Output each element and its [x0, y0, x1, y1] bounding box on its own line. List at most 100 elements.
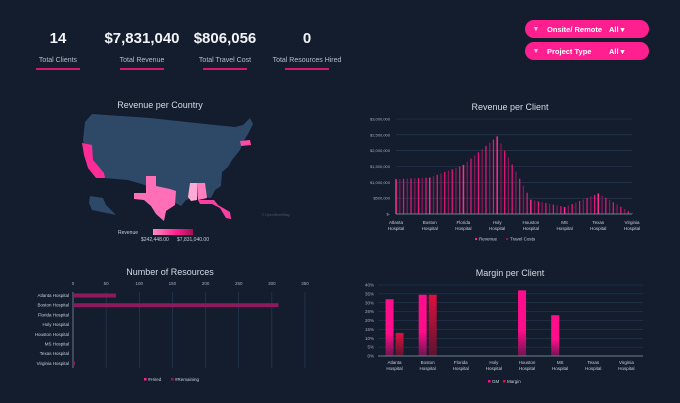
x-tick-label: Houston Hospital	[522, 220, 539, 231]
y-tick-label: 20%	[365, 318, 374, 323]
map-legend-gradient	[153, 229, 193, 235]
revenue-bar	[567, 205, 570, 214]
revenue-bar	[597, 193, 599, 214]
revenue-bar	[447, 170, 450, 214]
remaining-bar	[73, 361, 75, 366]
revenue-bar	[485, 145, 487, 214]
x-tick-label: 350	[301, 281, 309, 286]
revenue-bar	[526, 192, 528, 214]
y-tick-label: 10%	[365, 336, 374, 341]
x-tick-label: 0	[72, 281, 75, 286]
state-california	[82, 143, 105, 178]
x-tick-label: Atlanta Hospital	[388, 220, 404, 231]
filter-value-dropdown[interactable]: All ▾	[609, 24, 625, 34]
x-tick-label: 50	[104, 281, 110, 286]
revenue-bar	[489, 142, 491, 214]
revenue-bar	[627, 211, 629, 214]
revenue-bar	[582, 199, 585, 214]
state-mississippi	[188, 183, 197, 201]
revenue-bar	[432, 176, 435, 214]
y-tick-label: $-	[386, 212, 390, 217]
y-tick-label: Texas Hospital	[40, 351, 69, 356]
state-florida	[198, 200, 231, 219]
x-tick-label: Florida Hospital	[455, 220, 471, 231]
x-tick-label: 150	[169, 281, 177, 286]
revenue-chart-title: Revenue per Client	[471, 102, 549, 112]
x-tick-label: Texas Hospital	[585, 360, 601, 371]
margin-bar	[428, 294, 437, 356]
x-tick-label: 100	[136, 281, 144, 286]
revenue-bar	[406, 178, 408, 214]
x-tick-label: Virginia Hospital	[618, 360, 634, 371]
revenue-bar	[496, 136, 498, 214]
kpi-label: Total Resources Hired	[272, 57, 342, 64]
revenue-bar	[537, 201, 540, 214]
map-legend-min: $242,448.00	[141, 237, 169, 243]
y-tick-label: $500,000	[373, 196, 390, 201]
map-legend-label: Revenue	[118, 230, 138, 236]
legend-swatch-gm	[488, 380, 491, 383]
kpi-value: $7,831,040	[104, 30, 180, 47]
remaining-bar	[73, 303, 279, 308]
x-tick-label: 300	[268, 281, 276, 286]
filter-onsite-remote[interactable]: ▼ Onsite/ Remote All ▾	[525, 20, 649, 38]
kpi-value: $806,056	[193, 30, 257, 47]
legend-swatch-remaining	[171, 378, 174, 381]
revenue-bar	[556, 205, 558, 214]
state-massachusetts	[240, 140, 251, 146]
filter-value-dropdown[interactable]: All ▾	[609, 46, 625, 56]
gm-bar	[418, 294, 427, 356]
legend-swatch-revenue	[475, 238, 477, 240]
revenue-bar	[421, 177, 423, 214]
revenue-bar	[545, 202, 547, 214]
us-map[interactable]: © OpenStreetMap Revenue $242,448.00 $7,8…	[82, 114, 290, 243]
revenue-bar	[563, 207, 566, 214]
y-tick-label: 15%	[365, 327, 374, 332]
y-tick-label: $3,000,000	[370, 117, 391, 122]
revenue-bar	[515, 171, 517, 214]
revenue-bar	[455, 167, 457, 214]
revenue-bar	[402, 178, 405, 214]
revenue-bar	[601, 195, 603, 214]
legend-revenue: Revenue	[479, 237, 498, 242]
y-tick-label: $2,500,000	[370, 132, 391, 137]
revenue-bar	[410, 178, 412, 214]
legend-swatch-margin	[503, 380, 506, 383]
filter-project-type[interactable]: ▼ Project Type All ▾	[525, 42, 649, 60]
number-of-resources-chart: 0 50 100 150 200 250 300 350 Atlanta Hospital Bos…	[35, 281, 310, 382]
x-tick-label: 250	[235, 281, 243, 286]
remaining-bar	[73, 293, 117, 298]
gm-bar	[518, 290, 527, 356]
legend-remaining: #Remaining	[175, 377, 200, 382]
revenue-bar	[530, 199, 532, 214]
x-tick-label: Holy Hospital	[486, 360, 502, 371]
revenue-bar	[474, 155, 476, 214]
y-tick-label: $1,000,000	[370, 180, 391, 185]
revenue-bar	[507, 157, 510, 214]
legend-swatch-hired	[144, 378, 147, 381]
x-tick-label: Texas Hospital	[590, 220, 606, 231]
y-tick-label: MS Hospital	[45, 342, 69, 347]
y-tick-label: Houston Hospital	[35, 332, 69, 337]
revenue-bar	[620, 206, 622, 214]
revenue-bar	[500, 143, 502, 214]
y-tick-label: 35%	[365, 291, 374, 296]
x-tick-label: Florida Hospital	[453, 360, 469, 371]
y-tick-label: Virginia Hospital	[37, 361, 69, 366]
revenue-bar	[451, 169, 453, 214]
kpi-label: Total Revenue	[119, 57, 165, 64]
margin-bar	[395, 332, 404, 356]
legend-gm: GM	[492, 379, 500, 384]
revenue-bar	[586, 197, 588, 214]
revenue-bar	[571, 204, 573, 214]
revenue-bar	[593, 194, 596, 214]
y-tick-label: 5%	[367, 345, 374, 350]
x-tick-label: Boston Hospital	[420, 360, 436, 371]
y-tick-label: 30%	[365, 300, 374, 305]
revenue-bar	[504, 150, 506, 214]
x-tick-label: Boston Hospital	[422, 220, 438, 231]
kpi-total-resources-hired: 0 Total Resources Hired	[262, 30, 352, 70]
revenue-bar	[436, 174, 438, 214]
x-tick-label: Atlanta Hospital	[386, 360, 402, 371]
revenue-bar	[470, 158, 472, 214]
